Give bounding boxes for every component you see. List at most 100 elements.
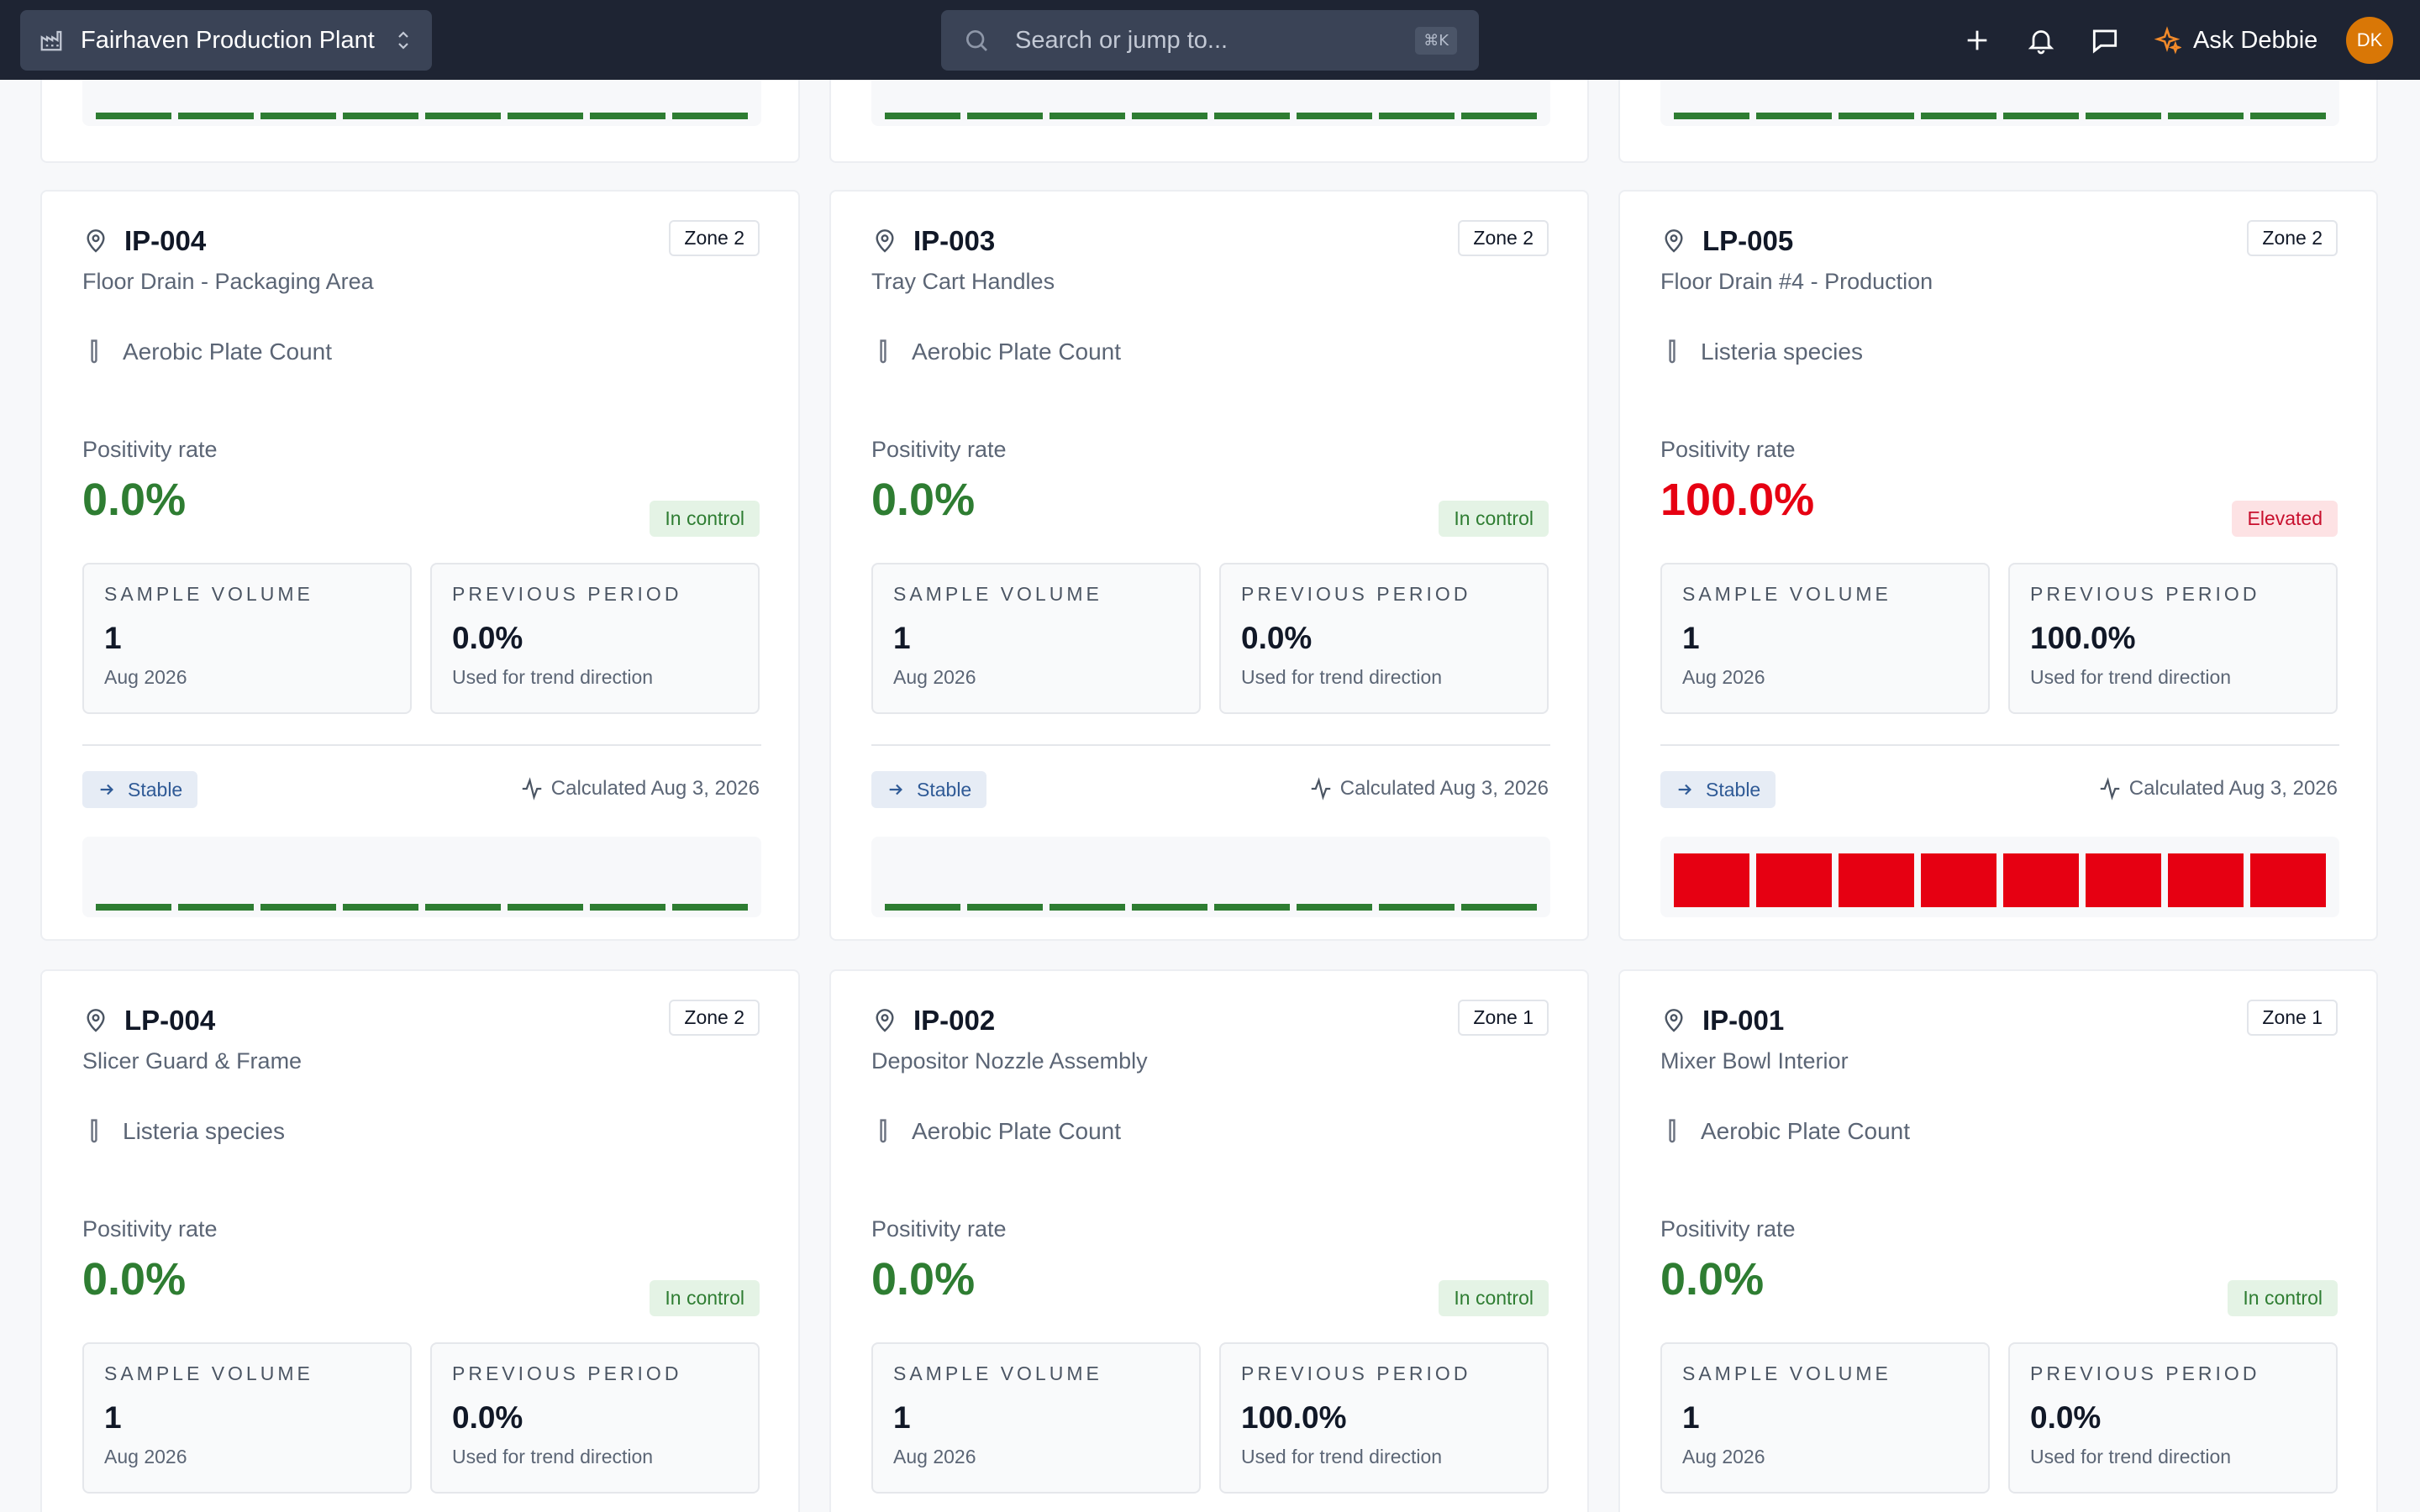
trend-segment: [1839, 113, 1914, 119]
test-type: Aerobic Plate Count: [871, 1117, 1121, 1146]
arrow-right-icon: [886, 780, 905, 799]
calculated-date: Calculated Aug 3, 2026: [2097, 776, 2338, 801]
location-card[interactable]: IP-002 Zone 1 Depositor Nozzle Assembly …: [829, 969, 1589, 1512]
trend-strip: [82, 71, 761, 126]
trend-segment: [425, 113, 501, 119]
add-button[interactable]: [1956, 19, 1998, 61]
activity-icon: [1308, 776, 1334, 801]
trend-badge: Stable: [871, 771, 987, 808]
trend-segment: [343, 113, 418, 119]
location-name: Mixer Bowl Interior: [1660, 1048, 1849, 1074]
calculated-label: Calculated Aug 3, 2026: [550, 777, 760, 800]
activity-icon: [2097, 776, 2123, 801]
location-header: IP-002: [871, 1005, 995, 1037]
test-tube-icon: [1660, 1117, 1684, 1146]
positivity-label: Positivity rate: [82, 437, 218, 462]
calculated-date: Calculated Aug 3, 2026: [519, 776, 760, 801]
divider: [82, 744, 761, 746]
positivity-value: 0.0%: [82, 475, 187, 525]
status-badge: Elevated: [2232, 501, 2338, 537]
location-code: IP-004: [124, 225, 207, 256]
trend-segment: [967, 113, 1043, 119]
trend-segment: [1756, 853, 1832, 907]
factory-icon: [39, 28, 64, 53]
ask-debbie-button[interactable]: Ask Debbie: [2153, 19, 2317, 61]
calculated-label: Calculated Aug 3, 2026: [1339, 777, 1549, 800]
trend-segment: [2003, 113, 2079, 119]
previous-period-label: PREVIOUS PERIOD: [1241, 1362, 1471, 1384]
trend-segment: [508, 904, 583, 911]
trend-segment: [1214, 904, 1290, 911]
trend-segment: [2003, 853, 2079, 907]
sample-volume-value: 1: [104, 1400, 122, 1435]
location-header: IP-001: [1660, 1005, 1784, 1037]
trend-segment: [2086, 853, 2161, 907]
previous-period-box: PREVIOUS PERIOD 100.0% Used for trend di…: [1219, 1342, 1549, 1494]
previous-period-label: PREVIOUS PERIOD: [452, 1362, 682, 1384]
location-name: Tray Cart Handles: [871, 269, 1055, 294]
sample-volume-label: SAMPLE VOLUME: [104, 1362, 313, 1384]
bell-icon: [2026, 25, 2056, 55]
trend-segment: [1756, 113, 1832, 119]
location-card[interactable]: IP-003 Zone 2 Tray Cart Handles Aerobic …: [829, 190, 1589, 941]
previous-period-value: 0.0%: [452, 1400, 523, 1435]
trend-segment: [1461, 113, 1537, 119]
status-badge: In control: [650, 1280, 760, 1316]
trend-segment: [260, 904, 336, 911]
trend-segment: [1214, 113, 1290, 119]
trend-strip: [1660, 837, 2339, 917]
trend-segment: [2086, 113, 2161, 119]
trend-segment: [178, 113, 254, 119]
messages-button[interactable]: [2084, 19, 2126, 61]
location-card[interactable]: IP-004 Zone 2 Floor Drain - Packaging Ar…: [40, 190, 800, 941]
sample-volume-label: SAMPLE VOLUME: [893, 583, 1102, 605]
top-bar: Fairhaven Production Plant ⌘K Ask Debbie…: [0, 0, 2420, 80]
trend-segment: [343, 904, 418, 911]
previous-period-value: 0.0%: [2030, 1400, 2102, 1435]
previous-period-box: PREVIOUS PERIOD 0.0% Used for trend dire…: [1219, 563, 1549, 714]
site-switcher[interactable]: Fairhaven Production Plant: [20, 10, 432, 71]
previous-period-value: 100.0%: [1241, 1400, 1347, 1435]
search-input[interactable]: [1015, 26, 1416, 55]
test-type: Aerobic Plate Count: [871, 338, 1121, 366]
location-card[interactable]: LP-005 Zone 2 Floor Drain #4 - Productio…: [1618, 190, 2378, 941]
trend-segment: [967, 904, 1043, 911]
activity-icon: [519, 776, 544, 801]
test-name: Listeria species: [123, 1118, 285, 1144]
location-card[interactable]: LP-004 Zone 2 Slicer Guard & Frame Liste…: [40, 969, 800, 1512]
trend-segment: [508, 113, 583, 119]
trend-segment: [1921, 853, 1996, 907]
test-name: Aerobic Plate Count: [912, 339, 1122, 365]
previous-period-value: 0.0%: [1241, 621, 1313, 655]
trend-badge: Stable: [1660, 771, 1776, 808]
previous-period-label: PREVIOUS PERIOD: [452, 583, 682, 605]
sample-volume-value: 1: [1682, 621, 1700, 655]
sample-period: Aug 2026: [893, 666, 976, 688]
sample-period: Aug 2026: [104, 666, 187, 688]
divider: [871, 744, 1550, 746]
positivity-label: Positivity rate: [871, 1216, 1007, 1242]
avatar[interactable]: DK: [2346, 17, 2393, 64]
trend-segment: [2168, 853, 2244, 907]
trend-segment: [1674, 113, 1749, 119]
location-header: LP-004: [82, 1005, 215, 1037]
location-card[interactable]: IP-001 Zone 1 Mixer Bowl Interior Aerobi…: [1618, 969, 2378, 1512]
positivity-label: Positivity rate: [1660, 1216, 1796, 1242]
notifications-button[interactable]: [2020, 19, 2062, 61]
map-pin-icon: [871, 1005, 898, 1036]
positivity-value: 0.0%: [1660, 1254, 1765, 1305]
trend-segment: [425, 904, 501, 911]
site-name: Fairhaven Production Plant: [81, 26, 375, 54]
trend-segment: [1379, 113, 1455, 119]
search-bar[interactable]: ⌘K: [941, 10, 1479, 71]
divider: [1660, 744, 2339, 746]
previous-period-label: PREVIOUS PERIOD: [2030, 1362, 2260, 1384]
sample-volume-value: 1: [893, 1400, 911, 1435]
sample-volume-label: SAMPLE VOLUME: [893, 1362, 1102, 1384]
trend-strip: [871, 71, 1550, 126]
positivity-value: 0.0%: [871, 475, 976, 525]
previous-period-box: PREVIOUS PERIOD 100.0% Used for trend di…: [2008, 563, 2338, 714]
trend-segment: [1839, 853, 1914, 907]
search-shortcut: ⌘K: [1415, 26, 1457, 55]
location-name: Floor Drain - Packaging Area: [82, 269, 374, 294]
